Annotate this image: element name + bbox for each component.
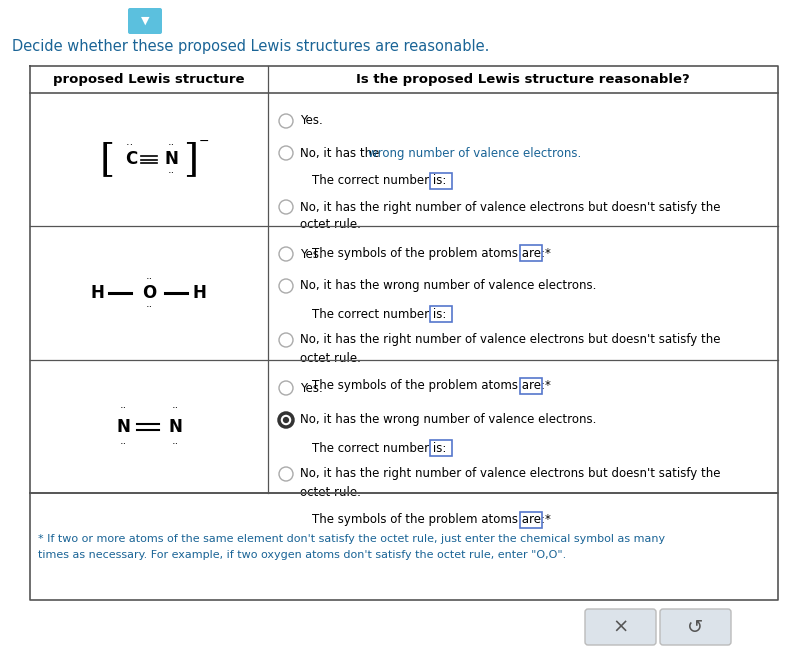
Circle shape [279,381,293,395]
Text: The symbols of the problem atoms are:*: The symbols of the problem atoms are:* [312,246,551,259]
Text: N: N [116,418,130,436]
Text: ··: ·· [167,168,175,178]
Text: N: N [164,150,178,168]
Circle shape [279,146,293,160]
Text: −: − [199,135,209,148]
Text: ↺: ↺ [687,618,704,636]
Text: ]: ] [184,141,199,178]
Text: ··: ·· [119,440,126,449]
Text: H: H [192,284,206,302]
Text: ··: ·· [146,302,153,312]
Text: octet rule.: octet rule. [300,218,361,232]
Text: The symbols of the problem atoms are:*: The symbols of the problem atoms are:* [312,513,551,527]
Circle shape [283,417,289,423]
FancyBboxPatch shape [585,609,656,645]
Text: No, it has the: No, it has the [300,147,383,160]
Text: times as necessary. For example, if two oxygen atoms don't satisfy the octet rul: times as necessary. For example, if two … [38,550,566,560]
Bar [430,306,452,322]
Text: ··: ·· [126,141,136,150]
Text: Yes.: Yes. [300,114,323,127]
Text: ··: ·· [146,274,153,284]
Bar [430,440,452,456]
Circle shape [279,247,293,261]
Circle shape [279,114,293,128]
Text: Is the proposed Lewis structure reasonable?: Is the proposed Lewis structure reasonab… [356,73,690,86]
Text: ×: × [613,618,629,636]
Text: Yes.: Yes. [300,248,323,261]
Text: No, it has the wrong number of valence electrons.: No, it has the wrong number of valence e… [300,279,597,292]
Text: H: H [90,284,104,302]
Bar [520,512,542,528]
Text: No, it has the right number of valence electrons but doesn't satisfy the: No, it has the right number of valence e… [300,333,720,346]
Text: [: [ [100,141,114,178]
Circle shape [279,413,293,427]
Text: octet rule.: octet rule. [300,486,361,498]
FancyBboxPatch shape [660,609,731,645]
Text: ··: ·· [171,440,179,449]
Bar [520,245,542,261]
Circle shape [279,279,293,293]
Text: The correct number is:: The correct number is: [312,308,447,321]
Text: octet rule.: octet rule. [300,352,361,364]
Circle shape [279,467,293,481]
Text: No, it has the wrong number of valence electrons.: No, it has the wrong number of valence e… [300,414,597,426]
Text: proposed Lewis structure: proposed Lewis structure [53,73,245,86]
FancyBboxPatch shape [128,8,162,34]
Text: C: C [125,150,137,168]
Text: ▼: ▼ [141,16,149,26]
Text: No, it has the right number of valence electrons but doesn't satisfy the: No, it has the right number of valence e… [300,467,720,480]
Text: ··: ·· [119,403,126,414]
Text: ··: ·· [167,141,175,150]
Circle shape [279,200,293,214]
Text: ··: ·· [171,403,179,414]
Text: wrong number of valence electrons.: wrong number of valence electrons. [368,147,581,160]
Text: Decide whether these proposed Lewis structures are reasonable.: Decide whether these proposed Lewis stru… [12,38,489,53]
Bar [520,378,542,394]
Text: The correct number is:: The correct number is: [312,174,447,187]
Text: The symbols of the problem atoms are:*: The symbols of the problem atoms are:* [312,379,551,393]
Text: No, it has the right number of valence electrons but doesn't satisfy the: No, it has the right number of valence e… [300,201,720,213]
Circle shape [279,333,293,347]
Text: Yes.: Yes. [300,381,323,395]
Text: O: O [142,284,156,302]
Text: N: N [168,418,182,436]
Bar [430,173,452,189]
Text: The correct number is:: The correct number is: [312,442,447,455]
Text: * If two or more atoms of the same element don't satisfy the octet rule, just en: * If two or more atoms of the same eleme… [38,533,665,543]
